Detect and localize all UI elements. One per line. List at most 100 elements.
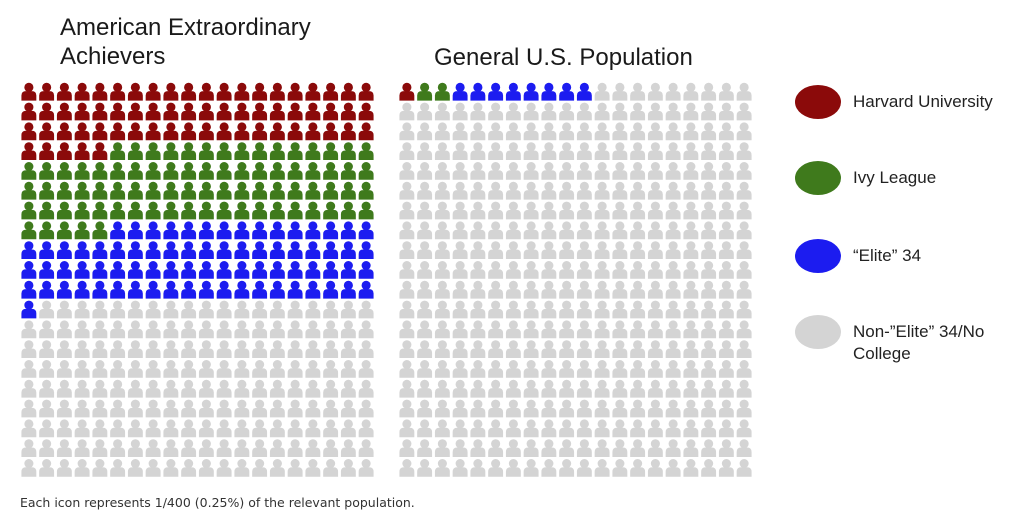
legend-label-non-elite: Non-”Elite” 34/No College [853, 322, 985, 363]
person-icon-elite-34 [340, 261, 356, 279]
person-icon-non-elite-34-no-college [488, 379, 504, 398]
person-icon-non-elite-34-no-college [523, 102, 539, 121]
person-icon-elite-34 [559, 82, 575, 101]
person-icon-non-elite-34-no-college [505, 221, 521, 240]
person-icon-non-elite-34-no-college [470, 102, 486, 121]
person-icon-elite-34 [56, 241, 72, 260]
person-icon-non-elite-34-no-college [718, 181, 734, 200]
person-icon-non-elite-34-no-college [198, 340, 214, 359]
person-icon-elite-34 [470, 82, 486, 101]
person-icon-non-elite-34-no-college [358, 340, 374, 359]
person-icon-non-elite-34-no-college [110, 459, 126, 477]
person-icon-elite-34 [358, 261, 374, 279]
person-icon-non-elite-34-no-college [576, 142, 592, 161]
person-icon-non-elite-34-no-college [470, 241, 486, 260]
person-icon-non-elite-34-no-college [452, 459, 468, 477]
person-icon-non-elite-34-no-college [541, 280, 557, 299]
person-icon-non-elite-34-no-college [630, 459, 646, 477]
person-icon-non-elite-34-no-college [181, 340, 197, 359]
person-icon-harvard-university [358, 82, 374, 101]
person-icon-non-elite-34-no-college [736, 280, 752, 299]
person-icon-non-elite-34-no-college [127, 320, 143, 339]
person-icon-non-elite-34-no-college [358, 360, 374, 378]
person-icon-non-elite-34-no-college [21, 419, 37, 438]
person-icon-harvard-university [39, 102, 55, 121]
person-icon-non-elite-34-no-college [594, 340, 610, 359]
person-icon-elite-34 [127, 241, 143, 260]
legend-swatch-ivy [795, 161, 841, 195]
person-icon-harvard-university [287, 122, 303, 141]
person-icon-harvard-university [56, 122, 72, 141]
person-icon-non-elite-34-no-college [523, 360, 539, 378]
person-icon-harvard-university [358, 102, 374, 121]
person-icon-non-elite-34-no-college [630, 241, 646, 260]
person-icon-non-elite-34-no-college [287, 300, 303, 319]
person-icon-non-elite-34-no-college [488, 162, 504, 180]
person-icon-non-elite-34-no-college [523, 280, 539, 299]
person-icon-non-elite-34-no-college [216, 320, 232, 339]
person-icon-non-elite-34-no-college [559, 320, 575, 339]
person-icon-non-elite-34-no-college [323, 419, 339, 438]
person-icon-non-elite-34-no-college [163, 439, 179, 458]
person-icon-non-elite-34-no-college [488, 399, 504, 418]
person-icon-non-elite-34-no-college [736, 360, 752, 378]
person-icon-non-elite-34-no-college [683, 419, 699, 438]
person-icon-non-elite-34-no-college [56, 399, 72, 418]
person-icon-non-elite-34-no-college [470, 439, 486, 458]
person-icon-non-elite-34-no-college [340, 340, 356, 359]
person-icon-non-elite-34-no-college [701, 340, 717, 359]
person-icon-harvard-university [234, 122, 250, 141]
person-icon-elite-34 [358, 221, 374, 240]
person-icon-non-elite-34-no-college [541, 162, 557, 180]
person-icon-non-elite-34-no-college [665, 360, 681, 378]
person-icon-ivy-league [110, 162, 126, 180]
person-icon-harvard-university [323, 82, 339, 101]
legend-label-ivy: Ivy League [853, 168, 937, 187]
person-icon-non-elite-34-no-college [718, 379, 734, 398]
person-icon-non-elite-34-no-college [736, 459, 752, 477]
person-icon-non-elite-34-no-college [718, 280, 734, 299]
person-icon-non-elite-34-no-college [145, 459, 161, 477]
person-icon-non-elite-34-no-college [736, 320, 752, 339]
person-icon-harvard-university [305, 82, 321, 101]
person-icon-harvard-university [92, 82, 108, 101]
person-icon-non-elite-34-no-college [470, 300, 486, 319]
person-icon-non-elite-34-no-college [434, 162, 450, 180]
person-icon-harvard-university [252, 102, 268, 121]
person-icon-non-elite-34-no-college [417, 439, 433, 458]
person-icon-non-elite-34-no-college [612, 181, 628, 200]
person-icon-non-elite-34-no-college [110, 439, 126, 458]
person-icon-non-elite-34-no-college [576, 280, 592, 299]
person-icon-non-elite-34-no-college [541, 419, 557, 438]
person-icon-ivy-league [323, 142, 339, 161]
person-icon-elite-34 [181, 241, 197, 260]
person-icon-non-elite-34-no-college [417, 379, 433, 398]
person-icon-non-elite-34-no-college [417, 181, 433, 200]
person-icon-ivy-league [74, 162, 90, 180]
person-icon-ivy-league [92, 181, 108, 200]
person-icon-ivy-league [198, 162, 214, 180]
person-icon-non-elite-34-no-college [523, 221, 539, 240]
person-icon-harvard-university [216, 122, 232, 141]
person-icon-non-elite-34-no-college [523, 439, 539, 458]
person-icon-non-elite-34-no-college [358, 379, 374, 398]
person-icon-harvard-university [269, 82, 285, 101]
person-icon-non-elite-34-no-college [718, 439, 734, 458]
person-icon-non-elite-34-no-college [505, 201, 521, 220]
person-icon-non-elite-34-no-college [452, 360, 468, 378]
person-icon-non-elite-34-no-college [452, 181, 468, 200]
person-icon-non-elite-34-no-college [576, 300, 592, 319]
person-icon-non-elite-34-no-college [399, 142, 415, 161]
person-icon-non-elite-34-no-college [683, 142, 699, 161]
person-icon-non-elite-34-no-college [541, 439, 557, 458]
person-icon-non-elite-34-no-college [434, 221, 450, 240]
person-icon-non-elite-34-no-college [559, 300, 575, 319]
person-icon-non-elite-34-no-college [252, 399, 268, 418]
person-icon-non-elite-34-no-college [559, 221, 575, 240]
person-icon-non-elite-34-no-college [718, 300, 734, 319]
person-icon-harvard-university [198, 102, 214, 121]
person-icon-elite-34 [340, 280, 356, 299]
person-icon-non-elite-34-no-college [198, 300, 214, 319]
person-icon-non-elite-34-no-college [399, 162, 415, 180]
person-icon-non-elite-34-no-college [701, 280, 717, 299]
